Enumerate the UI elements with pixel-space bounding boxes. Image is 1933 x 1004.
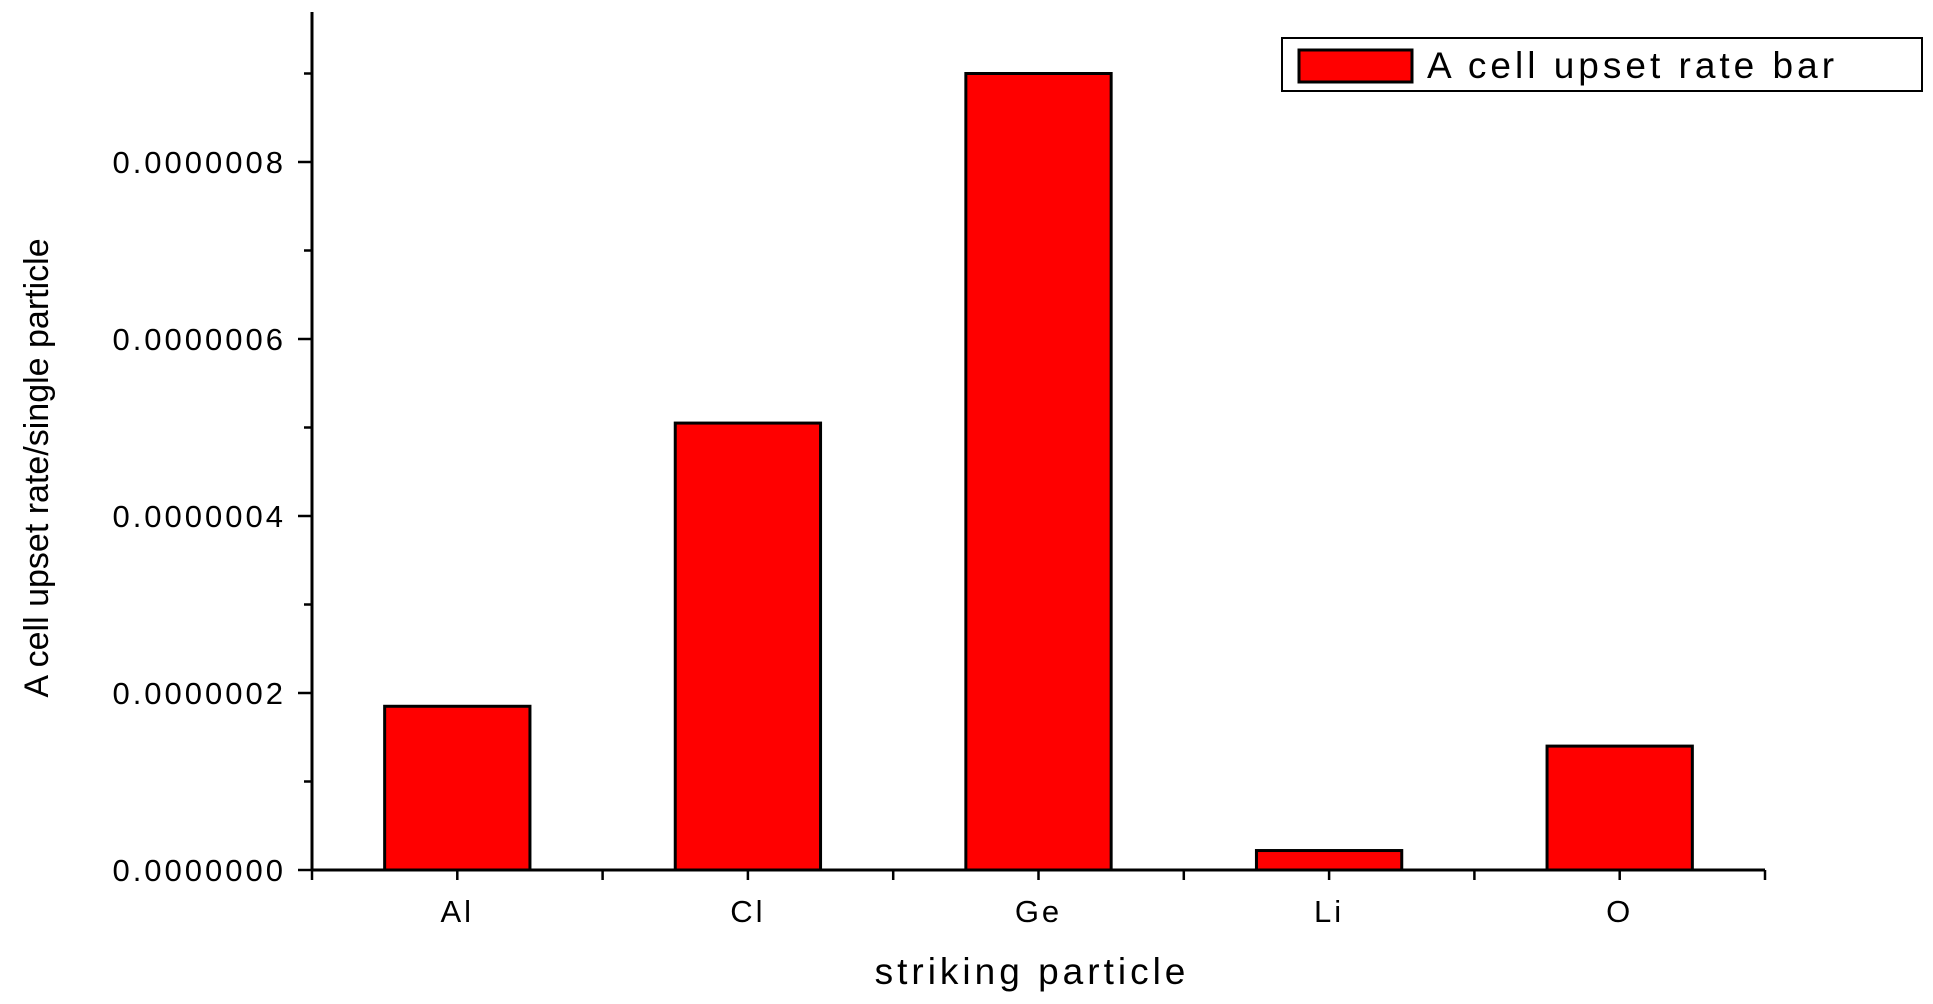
- y-axis-title: A cell upset rate/single particle: [18, 238, 56, 697]
- y-tick-label: 0.0000006: [112, 322, 286, 357]
- x-tick-label-li: Li: [1314, 894, 1344, 929]
- x-tick-label-ge: Ge: [1015, 894, 1062, 929]
- bar-cl: [673, 421, 823, 872]
- bar-al: [383, 704, 532, 872]
- y-ticks-group: 0.0000000 0.0000002 0.0000004 0.0000006 0.00…: [112, 72, 312, 888]
- y-tick-label: 0.0000008: [112, 145, 286, 180]
- bar-o: [1545, 744, 1694, 872]
- legend-label: A cell upset rate bar: [1427, 45, 1838, 86]
- x-axis-title: striking particle: [875, 951, 1190, 992]
- y-tick-label: 0.0000004: [112, 499, 286, 534]
- legend: A cell upset rate bar: [1281, 37, 1923, 92]
- x-ticks-group: Al Cl Ge Li O: [310, 870, 1767, 929]
- y-tick-label: 0.0000000: [112, 853, 286, 888]
- x-tick-label-cl: Cl: [730, 894, 765, 929]
- y-tick-label: 0.0000002: [112, 676, 286, 711]
- x-tick-label-o: O: [1606, 894, 1633, 929]
- bar-ge: [964, 72, 1113, 872]
- bars-group: [383, 72, 1694, 872]
- bar-li: [1254, 849, 1404, 872]
- x-tick-label-al: Al: [441, 894, 475, 929]
- legend-swatch: [1297, 48, 1414, 84]
